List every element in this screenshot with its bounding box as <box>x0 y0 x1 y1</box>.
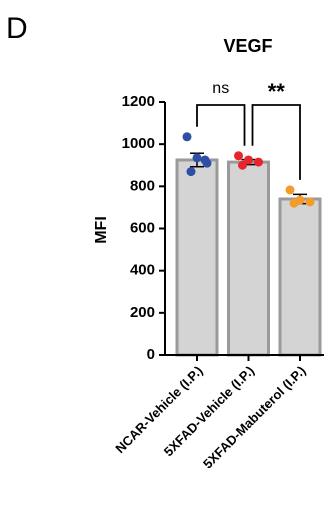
data-point <box>234 151 243 161</box>
x-tick-label: 5XFAD-Mabuterol (I.P.) <box>200 363 309 472</box>
bar <box>227 160 270 357</box>
y-tick-label: 1000 <box>122 135 155 152</box>
data-point <box>192 153 202 163</box>
data-point <box>285 185 295 195</box>
significance-label: ns <box>212 80 229 97</box>
data-point <box>244 155 253 165</box>
data-point <box>182 132 192 142</box>
y-tick-label: 800 <box>130 177 155 194</box>
y-tick-label: 200 <box>130 304 155 321</box>
bar <box>278 197 322 357</box>
panel-label: D <box>6 12 28 45</box>
data-point <box>289 198 299 208</box>
y-tick-label: 1200 <box>122 93 155 110</box>
data-point <box>200 155 210 165</box>
chart-title: VEGF <box>223 36 272 56</box>
y-axis-label: MFI <box>93 216 110 244</box>
bar <box>175 158 219 357</box>
significance-label: ** <box>268 79 286 104</box>
significance-bracket <box>251 104 301 180</box>
data-point <box>186 167 196 177</box>
data-point <box>238 160 247 170</box>
x-tick-label: 5XFAD-Vehicle (I.P.) <box>161 363 257 459</box>
data-point <box>305 197 315 207</box>
significance-bracket <box>196 104 246 146</box>
y-tick-label: 400 <box>130 262 155 279</box>
y-tick-label: 600 <box>130 219 155 236</box>
y-tick-label: 0 <box>147 346 155 363</box>
x-tick-label: NCAR-Vehicle (I.P.) <box>112 363 205 456</box>
data-point <box>254 157 263 167</box>
